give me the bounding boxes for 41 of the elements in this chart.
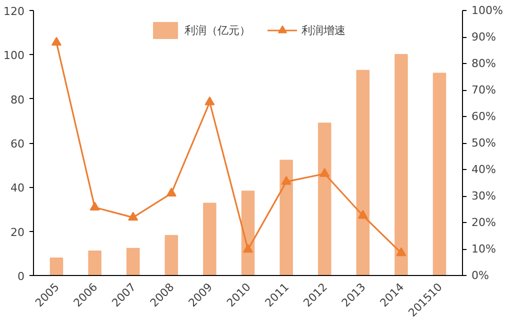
y-tick-label: 100 bbox=[4, 49, 25, 62]
y2-tick-label: 90% bbox=[472, 30, 496, 44]
y2-tick-label: 100% bbox=[472, 4, 503, 17]
bar bbox=[432, 72, 446, 276]
legend-label: 利润（亿元） bbox=[184, 22, 250, 38]
bar bbox=[318, 122, 332, 276]
y-tick-label: 80 bbox=[10, 93, 25, 106]
point bbox=[51, 36, 62, 46]
point bbox=[358, 210, 368, 219]
y2-tick-label: 10% bbox=[472, 242, 496, 256]
point bbox=[128, 212, 138, 221]
bar bbox=[203, 202, 216, 276]
y2-tick-label: 20% bbox=[472, 216, 496, 229]
point bbox=[396, 247, 406, 256]
bar bbox=[126, 248, 140, 276]
bar bbox=[241, 190, 255, 276]
bar bbox=[394, 54, 408, 276]
point bbox=[166, 188, 176, 196]
y-tick-label: 120 bbox=[4, 5, 25, 18]
y-tick-label: 20 bbox=[10, 226, 25, 239]
point bbox=[320, 168, 330, 177]
bar bbox=[280, 160, 293, 276]
point bbox=[90, 202, 100, 210]
y2-tick-label: 0% bbox=[472, 269, 489, 282]
point bbox=[281, 176, 292, 185]
y2-tick-label: 70% bbox=[472, 84, 496, 96]
y2-tick-label: 50% bbox=[472, 136, 496, 150]
y-tick-label: 0 bbox=[18, 270, 24, 283]
bar bbox=[356, 70, 370, 276]
bar bbox=[50, 258, 64, 276]
y-tick-label: 60 bbox=[10, 138, 25, 150]
point bbox=[204, 96, 215, 106]
bar bbox=[88, 250, 102, 276]
bar bbox=[164, 235, 178, 276]
y-tick-label: 40 bbox=[10, 182, 25, 195]
y2-tick-label: 80% bbox=[472, 57, 496, 70]
legend-label: 利润增速 bbox=[302, 22, 346, 38]
y2-tick-label: 60% bbox=[472, 110, 496, 123]
y2-tick-label: 30% bbox=[472, 190, 496, 202]
y2-tick-label: 40% bbox=[472, 163, 496, 176]
point bbox=[243, 244, 253, 253]
